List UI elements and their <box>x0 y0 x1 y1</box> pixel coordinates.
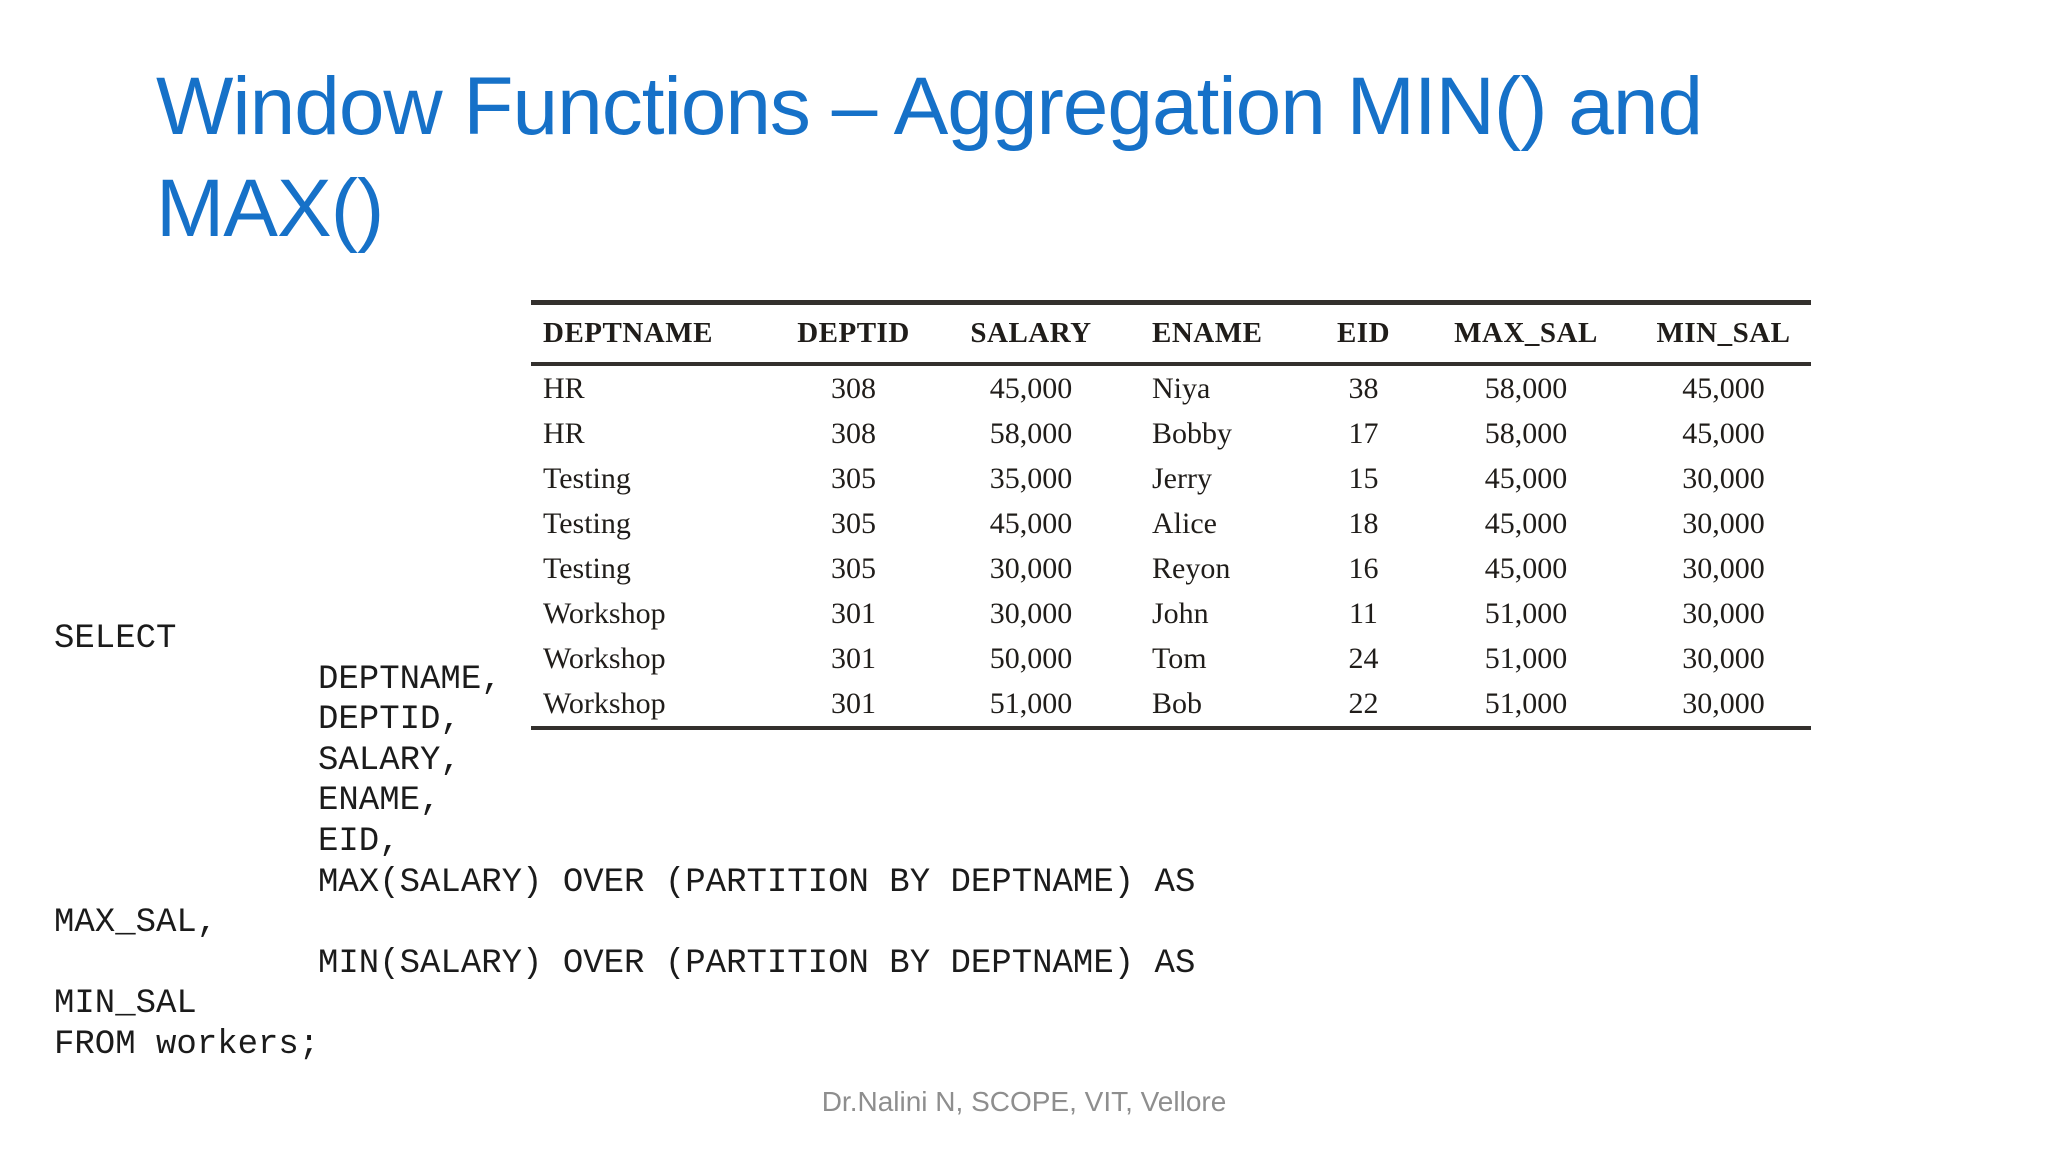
code-line: EID, <box>318 822 400 861</box>
table-cell: Testing <box>543 551 631 585</box>
table-cell: 51,000 <box>989 686 1073 720</box>
table-cell: 45,000 <box>989 371 1073 405</box>
table-cell: Workshop <box>543 641 666 675</box>
table-cell: 45,000 <box>1484 506 1568 540</box>
table-cell: 301 <box>831 596 876 630</box>
table-cell: 58,000 <box>989 416 1073 450</box>
table-cell: 301 <box>831 641 876 675</box>
result-table: DEPTNAME DEPTID SALARY ENAME EID MAX_SAL MIN_S… <box>531 300 1811 730</box>
table-row: HR 308 45,000 Niya 38 58,000 45,000 <box>531 364 1811 411</box>
code-line: MAX(SALARY) OVER (PARTITION BY DEPTNAME)… <box>318 863 1196 902</box>
code-line: MAX_SAL, <box>54 904 218 943</box>
table-cell: Reyon <box>1152 551 1231 585</box>
table-cell: 305 <box>831 551 876 585</box>
table-cell: 22 <box>1348 686 1379 720</box>
column-header: DEPTNAME <box>531 302 781 366</box>
table-cell: 58,000 <box>1484 416 1568 450</box>
table-cell: 30,000 <box>1682 641 1765 675</box>
column-header: MAX_SAL <box>1416 302 1636 366</box>
table-cell: 30,000 <box>1682 596 1765 630</box>
table-cell: HR <box>543 416 585 450</box>
table-row: Workshop 301 51,000 Bob 22 51,000 30,000 <box>531 681 1811 728</box>
table-cell: 45,000 <box>1484 551 1568 585</box>
table-row: Testing 305 45,000 Alice 18 45,000 30,000 <box>531 501 1811 546</box>
table-cell: 45,000 <box>1682 416 1765 450</box>
slide-title-line1: Window Functions – Aggregation MIN() and <box>156 61 1703 152</box>
table-cell: Tom <box>1152 641 1207 675</box>
table-row: HR 308 58,000 Bobby 17 58,000 45,000 <box>531 411 1811 456</box>
table-cell: 11 <box>1349 596 1378 630</box>
table-cell: 308 <box>831 416 876 450</box>
query-result-area: DEPTNAME DEPTID SALARY ENAME EID MAX_SAL MIN_S… <box>531 300 1811 730</box>
table-cell: Niya <box>1152 371 1211 405</box>
slide-title-line2: MAX() <box>156 163 384 254</box>
table-cell: Alice <box>1152 506 1217 540</box>
table-cell: Testing <box>543 461 631 495</box>
table-cell: 38 <box>1348 371 1379 405</box>
table-cell: 301 <box>831 686 876 720</box>
table-cell: 305 <box>831 506 876 540</box>
column-header: EID <box>1311 302 1416 366</box>
table-header-row: DEPTNAME DEPTID SALARY ENAME EID MAX_SAL MIN_S… <box>531 302 1811 366</box>
table-cell: 15 <box>1348 461 1379 495</box>
table-cell: 30,000 <box>989 596 1073 630</box>
table-cell: 30,000 <box>1682 551 1765 585</box>
table-cell: 45,000 <box>1682 371 1765 405</box>
table-cell: 30,000 <box>1682 461 1765 495</box>
table-cell: 17 <box>1348 416 1379 450</box>
table-cell: Testing <box>543 506 631 540</box>
table-cell: 305 <box>831 461 876 495</box>
table-cell: Workshop <box>543 596 666 630</box>
table-cell: 51,000 <box>1484 686 1568 720</box>
slide-title: Window Functions – Aggregation MIN() and… <box>156 56 2016 260</box>
column-header: SALARY <box>926 302 1136 366</box>
table-cell: 45,000 <box>1484 461 1568 495</box>
code-line: FROM workers; <box>54 1025 320 1064</box>
table-cell: 45,000 <box>989 506 1073 540</box>
table-cell: 51,000 <box>1484 641 1568 675</box>
table-row: Testing 305 35,000 Jerry 15 45,000 30,000 <box>531 456 1811 501</box>
column-header: ENAME <box>1136 302 1311 366</box>
code-line: SALARY, <box>318 741 461 780</box>
table-cell: 30,000 <box>989 551 1073 585</box>
sql-query-code: SELECT DEPTNAME, DEPTID, SALARY, ENAME, EID, M… <box>54 619 1454 1066</box>
table-cell: 51,000 <box>1484 596 1568 630</box>
table-cell: Jerry <box>1152 461 1212 495</box>
code-line: SELECT <box>54 620 177 658</box>
table-cell: Workshop <box>543 686 666 720</box>
table-cell: 30,000 <box>1682 686 1765 720</box>
table-cell: HR <box>543 371 585 405</box>
table-cell: 16 <box>1348 551 1379 585</box>
table-row: Workshop 301 30,000 John 11 51,000 30,000 <box>531 591 1811 636</box>
column-header: DEPTID <box>781 302 926 366</box>
table-cell: 24 <box>1348 641 1379 675</box>
column-header: MIN_SAL <box>1636 302 1811 366</box>
table-cell: 308 <box>831 371 876 405</box>
table-cell: Bobby <box>1152 416 1233 450</box>
table-cell: John <box>1152 596 1209 630</box>
code-line: DEPTNAME, <box>318 660 502 699</box>
code-line: DEPTID, <box>318 701 461 740</box>
table-cell: 30,000 <box>1682 506 1765 540</box>
table-cell: 35,000 <box>989 461 1073 495</box>
footer-credit: Dr.Nalini N, SCOPE, VIT, Vellore <box>821 1086 1227 1117</box>
table-cell: 50,000 <box>989 641 1073 675</box>
table-row: Workshop 301 50,000 Tom 24 51,000 30,000 <box>531 636 1811 681</box>
table-cell: 18 <box>1348 506 1379 540</box>
code-line: MIN(SALARY) OVER (PARTITION BY DEPTNAME)… <box>318 944 1196 983</box>
table-row: Testing 305 30,000 Reyon 16 45,000 30,000 <box>531 546 1811 591</box>
code-line: ENAME, <box>318 782 441 821</box>
table-cell: 58,000 <box>1484 371 1568 405</box>
table-cell: Bob <box>1152 686 1203 720</box>
code-line: MIN_SAL <box>54 985 197 1024</box>
